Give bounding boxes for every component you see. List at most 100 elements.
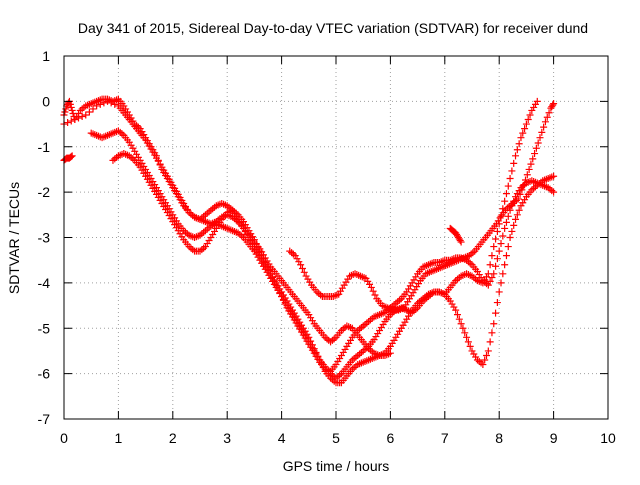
data-point [490, 243, 498, 251]
data-point [486, 261, 494, 269]
x-tick-label: 9 [550, 430, 558, 446]
data-point [549, 101, 557, 109]
data-point [504, 243, 512, 251]
x-tick-label: 6 [387, 430, 395, 446]
data-point [455, 315, 463, 323]
data-point [526, 111, 534, 119]
data-point [502, 252, 510, 260]
data-point [66, 100, 74, 108]
data-point [529, 155, 537, 163]
data-point [499, 232, 507, 240]
data-point [497, 279, 505, 287]
data-point [96, 100, 104, 108]
data-point [371, 291, 379, 299]
data-point [506, 175, 514, 183]
data-point [258, 251, 266, 259]
data-point [93, 102, 101, 110]
data-point [298, 265, 306, 273]
data-point [492, 235, 500, 243]
data-point [545, 109, 553, 117]
data-point [488, 274, 496, 282]
data-point [265, 266, 273, 274]
data-point [437, 289, 445, 297]
data-point [499, 270, 507, 278]
data-point [501, 261, 509, 269]
data-point [495, 288, 503, 296]
data-point [518, 186, 526, 194]
data-point [502, 218, 510, 226]
data-point [254, 243, 262, 251]
data-point [457, 238, 465, 246]
data-point [75, 114, 83, 122]
data-point [71, 116, 79, 124]
y-axis-label: SDTVAR / TECUs [6, 182, 22, 294]
data-point [521, 176, 529, 184]
data-point [550, 100, 558, 108]
x-tick-label: 5 [332, 430, 340, 446]
data-point [459, 324, 467, 332]
x-tick-label: 10 [600, 430, 616, 446]
data-point [270, 277, 278, 285]
data-point [536, 134, 544, 142]
data-point [516, 190, 524, 198]
y-tick-label: -2 [38, 184, 51, 200]
data-point [522, 120, 530, 128]
series-4 [286, 100, 558, 314]
data-point [514, 195, 522, 203]
y-tick-label: -4 [38, 275, 51, 291]
data-point [513, 146, 521, 154]
data-point [276, 289, 284, 297]
data-point [67, 117, 75, 125]
y-tick-label: -3 [38, 230, 51, 246]
x-tick-label: 1 [115, 430, 123, 446]
data-point [259, 255, 267, 263]
y-tick-label: -1 [38, 139, 51, 155]
data-point [78, 113, 86, 120]
data-point [490, 320, 498, 328]
x-tick-label: 7 [441, 430, 449, 446]
data-point [523, 171, 531, 179]
data-point [107, 99, 115, 107]
data-point [501, 197, 509, 205]
data-point [331, 292, 339, 300]
data-point [300, 268, 308, 276]
data-point [256, 247, 264, 255]
data-point [263, 262, 271, 270]
data-point [534, 139, 542, 147]
data-point [493, 255, 501, 263]
data-point [463, 333, 471, 341]
data-point [267, 270, 275, 278]
data-point [515, 206, 523, 214]
data-point [486, 277, 494, 285]
data-point [85, 108, 93, 116]
x-tick-label: 3 [223, 430, 231, 446]
data-point [278, 292, 286, 300]
data-point [68, 152, 76, 160]
data-point [488, 329, 496, 337]
data-point [531, 150, 539, 158]
data-point [250, 236, 258, 244]
data-point [502, 190, 510, 198]
data-point [497, 212, 505, 220]
y-tick-label: -5 [38, 320, 51, 336]
data-point [543, 113, 551, 121]
data-point [504, 182, 512, 190]
data-point [82, 111, 90, 119]
data-point [517, 134, 525, 142]
data-point [67, 103, 75, 111]
data-point [493, 299, 501, 307]
data-point [281, 300, 289, 308]
data-point [521, 125, 529, 133]
data-point [483, 351, 491, 359]
data-point [550, 188, 558, 196]
data-point [532, 144, 540, 152]
data-point [504, 212, 512, 220]
data-point [519, 129, 527, 137]
data-point [261, 258, 269, 266]
data-point [484, 347, 492, 355]
chart-title: Day 341 of 2015, Sidereal Day-to-day VTE… [78, 20, 588, 36]
x-tick-label: 0 [60, 430, 68, 446]
data-point [456, 237, 464, 245]
y-tick-label: 0 [42, 93, 50, 109]
data-point [510, 159, 518, 167]
